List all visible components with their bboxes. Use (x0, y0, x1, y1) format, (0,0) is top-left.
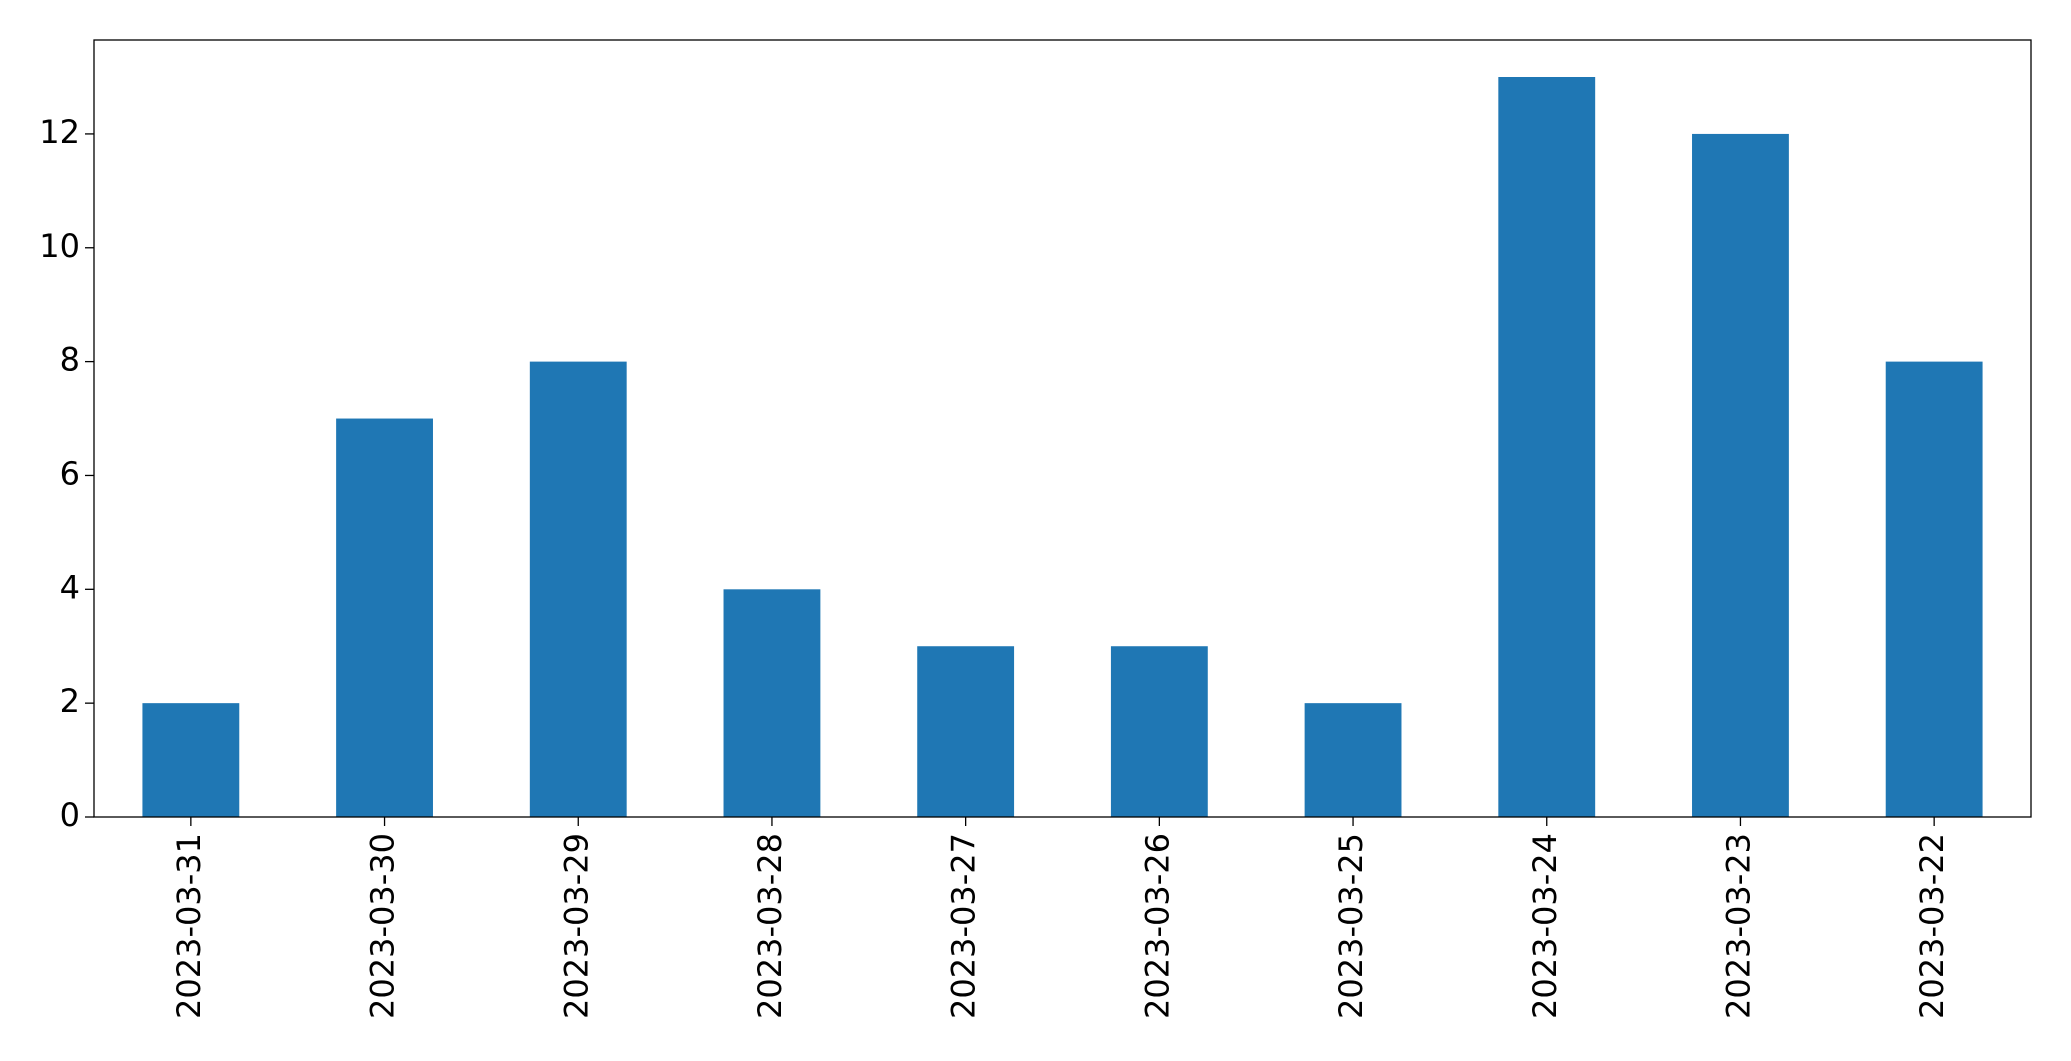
x-tick-label: 2023-03-24 (1526, 833, 1564, 1019)
x-tick-label: 2023-03-26 (1138, 833, 1176, 1019)
bar (142, 703, 240, 817)
y-tick-label: 0 (60, 796, 80, 834)
x-tick-label: 2023-03-31 (170, 833, 208, 1019)
y-tick-label: 6 (60, 454, 80, 492)
y-tick-label: 10 (39, 227, 80, 265)
x-tick-label: 2023-03-28 (751, 833, 789, 1019)
bar (336, 418, 433, 817)
x-tick-label: 2023-03-30 (364, 833, 402, 1019)
y-tick-label: 8 (60, 341, 80, 379)
plot-frame (93, 39, 2032, 818)
y-tick-label: 12 (39, 113, 80, 151)
bar (723, 589, 821, 817)
x-tick-label: 2023-03-27 (945, 833, 983, 1019)
bar (1885, 361, 1983, 817)
bar (529, 361, 627, 817)
bar (1498, 77, 1596, 817)
y-tick-label: 4 (60, 568, 80, 606)
bar (1304, 703, 1402, 817)
bar (1692, 133, 1789, 817)
bar (1110, 646, 1208, 817)
bar (917, 646, 1015, 817)
x-tick-label: 2023-03-29 (557, 833, 595, 1019)
x-tick-label: 2023-03-25 (1332, 833, 1370, 1019)
x-tick-label: 2023-03-22 (1913, 833, 1951, 1019)
x-tick-label: 2023-03-23 (1719, 833, 1757, 1019)
y-tick-label: 2 (60, 682, 80, 720)
